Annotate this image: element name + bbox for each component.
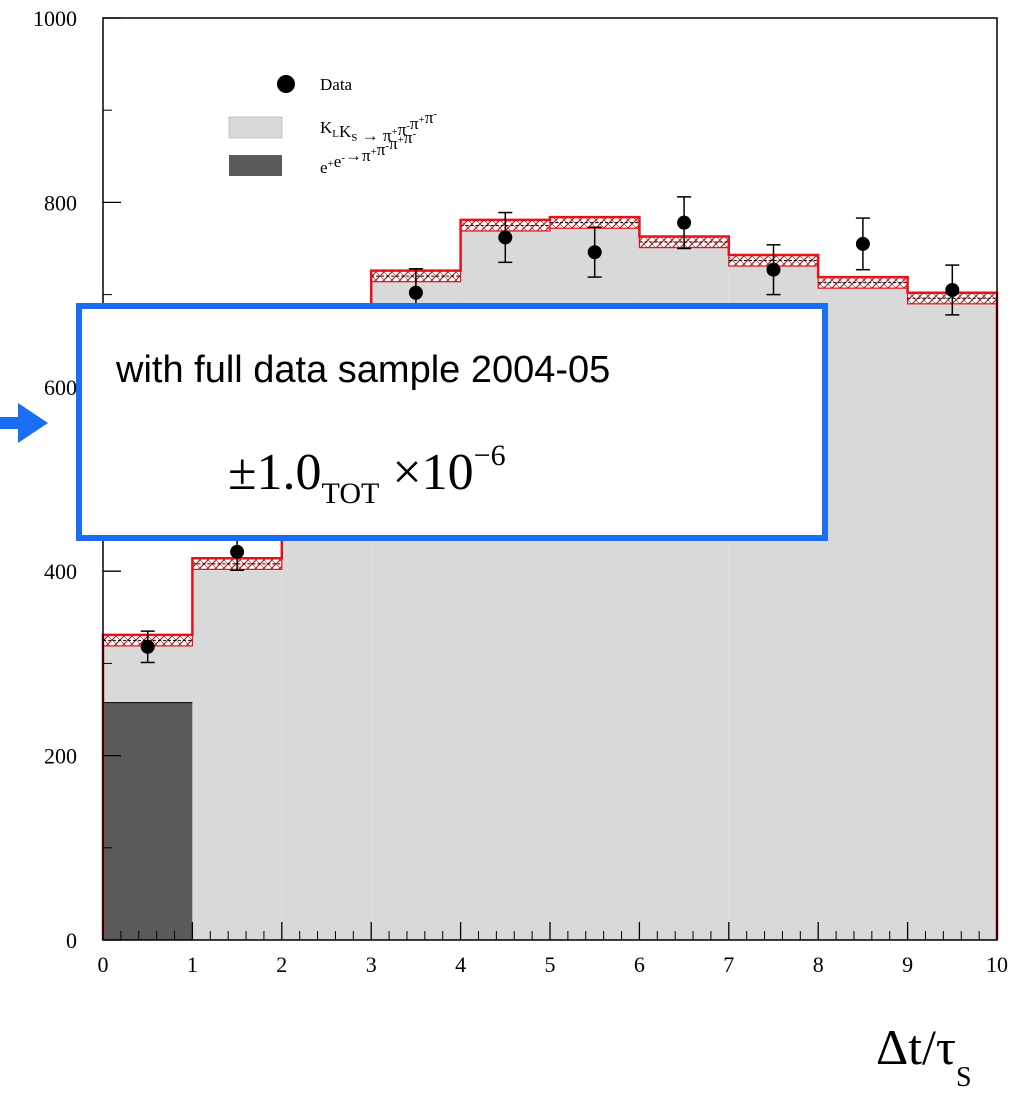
x-tick-label-9: 9 — [902, 952, 913, 977]
data-point-5 — [587, 245, 602, 260]
axes: 0 1 2 3 4 5 6 7 8 9 10 0 200 400 600 800 1000 — [33, 6, 1008, 977]
data-point-7 — [766, 262, 781, 277]
y-tick-label-4: 800 — [44, 190, 77, 215]
y-tick-label-1: 200 — [44, 744, 77, 769]
bar-light-1 — [192, 563, 282, 940]
legend-label-ee: e+e-→π+π-π+π- — [320, 128, 416, 177]
callout-value-times: ×10 — [379, 444, 474, 501]
legend-label-klks-part: K — [320, 118, 333, 137]
callout-caption: with full data sample 2004-05 — [116, 349, 611, 391]
x-tick-label-2: 2 — [276, 952, 287, 977]
legend-label-klks-part: - — [433, 108, 437, 120]
legend-label-ee-part: →π — [345, 146, 371, 165]
bar-dark-0 — [103, 702, 193, 940]
x-tick-label-4: 4 — [455, 952, 466, 977]
legend-label-klks-part: + — [392, 126, 398, 138]
legend-label-ee-part: - — [385, 140, 389, 152]
legend-label-ee-part: + — [398, 134, 404, 146]
arrow-shaft — [0, 417, 20, 429]
x-tick-label-3: 3 — [366, 952, 377, 977]
legend-label-klks-part: K — [339, 122, 352, 141]
x-axis-label-main: Δt/τ — [876, 1019, 957, 1075]
bar-light-2 — [281, 506, 372, 940]
x-tick-label-6: 6 — [634, 952, 645, 977]
data-point-8 — [855, 236, 870, 251]
data-points — [140, 196, 960, 664]
legend-marker-data — [277, 75, 295, 93]
x-axis-label-sub: S — [956, 1062, 972, 1093]
bar-light-8 — [818, 282, 908, 940]
legend-label-klks-part: S — [351, 132, 357, 144]
legend-label-ee-part: + — [371, 146, 377, 158]
legend-label-klks: KLKS → π+π-π+π- — [320, 108, 437, 145]
callout-value: ±1.0TOT ×10−6 — [228, 439, 506, 511]
legend-label-ee-part: - — [412, 128, 416, 140]
legend-label-klks-part: + — [419, 114, 425, 126]
callout-value-main: ±1.0 — [228, 444, 322, 501]
legend-marker-klks — [228, 116, 283, 139]
callout-value-exp: −6 — [473, 439, 506, 472]
x-tick-label-8: 8 — [813, 952, 824, 977]
result-callout-box: with full data sample 2004-05 ±1.0TOT ×1… — [76, 303, 828, 541]
data-point-0 — [140, 639, 155, 654]
legend-label-ee-part: + — [328, 158, 334, 170]
legend-label-ee-part: - — [341, 152, 345, 164]
callout-value-sub: TOT — [321, 477, 380, 510]
arrow-head — [18, 403, 48, 443]
legend-label-ee-part: π — [404, 128, 413, 147]
histogram-bars — [103, 222, 997, 941]
y-tick-label-5: 1000 — [33, 6, 77, 31]
data-point-3 — [408, 285, 423, 300]
x-tick-label-7: 7 — [723, 952, 734, 977]
data-point-4 — [498, 230, 513, 245]
legend-label-klks-part: - — [406, 120, 410, 132]
legend-label-klks-part: L — [332, 128, 339, 140]
bar-light-9 — [907, 298, 997, 941]
legend-label-klks-part: π — [410, 114, 419, 133]
legend-label-klks-part: → π — [357, 126, 392, 145]
x-tick-label-1: 1 — [187, 952, 198, 977]
legend-label-ee-part: π — [389, 134, 398, 153]
data-point-9 — [945, 282, 960, 297]
x-axis-label: Δt/τS — [876, 1018, 972, 1094]
pointer-arrow — [0, 403, 48, 443]
legend-label-ee-part: e — [334, 152, 342, 171]
x-tick-label-0: 0 — [98, 952, 109, 977]
legend-label-klks-part: π — [398, 120, 407, 139]
data-point-1 — [230, 544, 245, 559]
legend-label-klks-part: π — [425, 108, 434, 127]
x-tick-label-5: 5 — [545, 952, 556, 977]
y-tick-label-2: 400 — [44, 559, 77, 584]
y-tick-label-0: 0 — [66, 928, 77, 953]
y-tick-label-3: 600 — [44, 375, 77, 400]
legend-label-data: Data — [320, 75, 353, 94]
x-tick-label-10: 10 — [986, 952, 1008, 977]
data-point-6 — [677, 215, 692, 230]
legend-label-ee-part: π — [377, 140, 386, 159]
legend-label-ee-part: e — [320, 158, 328, 177]
legend-marker-ee — [229, 155, 282, 176]
